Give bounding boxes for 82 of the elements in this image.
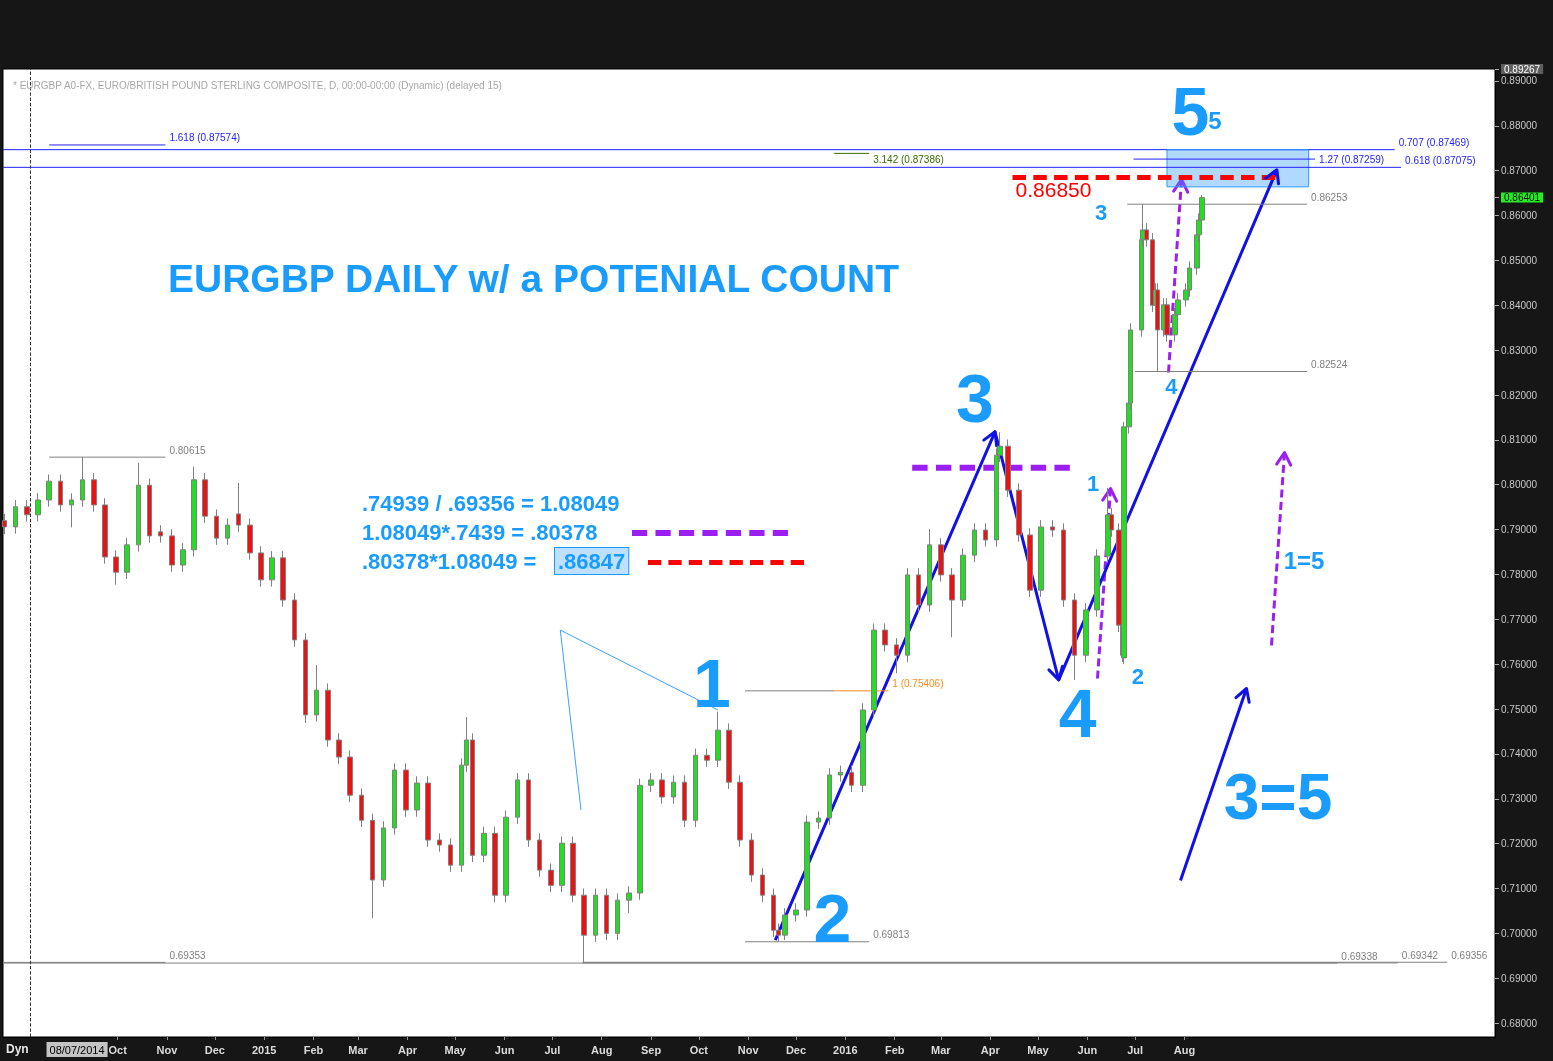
data-label: 0.618 (0.87075) <box>1405 154 1476 166</box>
x-tick-label: May <box>444 1043 467 1056</box>
annotation: 4 <box>1058 674 1097 751</box>
x-tick-label: Apr <box>980 1043 1001 1056</box>
x-tick-label: Oct <box>108 1043 128 1056</box>
x-tick-label: Nov <box>737 1043 760 1056</box>
x-tick-label: Feb <box>303 1043 324 1056</box>
y-tick-label: 0.74000 <box>1501 748 1538 760</box>
y-tick-label: 0.73000 <box>1501 793 1538 805</box>
data-label: 1.27 (0.87259) <box>1319 153 1385 165</box>
y-tick-label: 0.69000 <box>1501 972 1538 984</box>
data-label: 0.69813 <box>873 929 910 941</box>
x-tick-label: Sep <box>640 1043 662 1056</box>
y-tick-label: 0.70000 <box>1501 927 1538 939</box>
data-label: 0.86253 <box>1311 191 1348 203</box>
x-tick-label: Mar <box>348 1043 369 1056</box>
y-tick-label: 0.83000 <box>1501 344 1538 356</box>
annotation: 2 <box>1131 663 1145 689</box>
data-label: 0.80615 <box>169 444 206 456</box>
annotation: .74939 / .69356 = 1.08049 <box>362 490 620 516</box>
data-label: 1 (0.75406) <box>892 678 944 690</box>
x-tick-label: Aug <box>1173 1043 1196 1056</box>
y-tick-label: 0.77000 <box>1501 613 1538 625</box>
data-label: 0.69338 <box>1341 950 1378 962</box>
annotation: 1 <box>1086 471 1100 497</box>
x-tick-label: Mar <box>931 1043 952 1056</box>
data-label: 0.69356 <box>1451 949 1488 961</box>
x-tick-label: Jun <box>1077 1043 1098 1056</box>
x-tick-label: 2015 <box>251 1043 277 1056</box>
y-tick-label: 0.75000 <box>1501 703 1538 715</box>
y-tick-label: 0.78000 <box>1501 568 1538 580</box>
data-label: 0.86850 <box>1015 178 1092 202</box>
annotation: 5 <box>1208 106 1222 134</box>
annotation: 4 <box>1165 374 1179 400</box>
y-tick-label: 0.87000 <box>1501 165 1538 177</box>
x-tick-label: Feb <box>884 1043 905 1056</box>
x-tick-label: Oct <box>689 1043 709 1056</box>
x-tick-label: Aug <box>591 1043 613 1056</box>
annotation: .80378*1.08049 = <box>362 548 537 574</box>
data-label: 0.69353 <box>169 949 206 961</box>
x-tick-label: Nov <box>156 1043 179 1056</box>
x-tick-label: May <box>1027 1043 1050 1056</box>
text: Dyn <box>6 1042 29 1056</box>
x-tick-label: Dec <box>204 1043 225 1056</box>
y-tick-label: 0.86401 <box>1504 192 1541 204</box>
data-label: 1.618 (0.87574) <box>169 132 241 144</box>
annotation: .86847 <box>558 548 626 574</box>
y-tick-label: 0.68000 <box>1501 1017 1538 1029</box>
y-tick-label: 0.71000 <box>1501 883 1538 894</box>
data-label: 0.69342 <box>1401 950 1439 962</box>
x-tick-label: Apr <box>397 1043 418 1056</box>
annotation: 3=5 <box>1223 761 1333 833</box>
annotation: 3 <box>956 359 994 436</box>
y-tick-label: 0.89267 <box>1504 63 1541 75</box>
y-tick-label: 0.89000 <box>1501 75 1538 87</box>
y-tick-label: 0.84000 <box>1501 299 1538 311</box>
x-tick-label: 2016 <box>833 1043 858 1056</box>
y-tick-label: 0.82000 <box>1501 389 1538 401</box>
y-tick-label: 0.79000 <box>1501 524 1538 536</box>
text: EURGBP DAILY w/ a POTENIAL COUNT <box>168 257 900 300</box>
y-tick-label: 0.85000 <box>1501 254 1538 266</box>
y-tick-label: 0.86000 <box>1501 210 1538 222</box>
annotation: 2 <box>813 879 852 956</box>
x-tick-label: Dec <box>785 1043 807 1056</box>
y-tick-label: 0.88000 <box>1501 120 1538 132</box>
data-label: 0.707 (0.87469) <box>1398 137 1470 149</box>
annotation: 1 <box>693 644 731 721</box>
text: * EURGBP A0-FX, EURO/BRITISH POUND STERLING COMPOSITE, D, 00:00-00:00 (Dynamic) (delayed 15) <box>13 79 502 91</box>
x-tick-label: Jun <box>494 1043 515 1056</box>
y-tick-label: 0.72000 <box>1501 838 1538 850</box>
annotation: 5 <box>1171 73 1210 150</box>
x-tick-label: Jul <box>544 1043 561 1056</box>
annotation: 1=5 <box>1283 546 1325 574</box>
y-tick-label: 0.81000 <box>1501 434 1538 446</box>
x-tick-label: Jul <box>1127 1043 1144 1056</box>
ref-line-label: 08/07/2014 <box>49 1043 105 1056</box>
y-tick-label: 0.76000 <box>1501 658 1538 670</box>
annotation: 3 <box>1094 199 1108 225</box>
data-label: 0.82524 <box>1311 359 1348 371</box>
data-label: 3.142 (0.87386) <box>873 153 944 165</box>
y-tick-label: 0.80000 <box>1501 479 1538 491</box>
annotation: 1.08049*.7439 = .80378 <box>362 519 598 545</box>
